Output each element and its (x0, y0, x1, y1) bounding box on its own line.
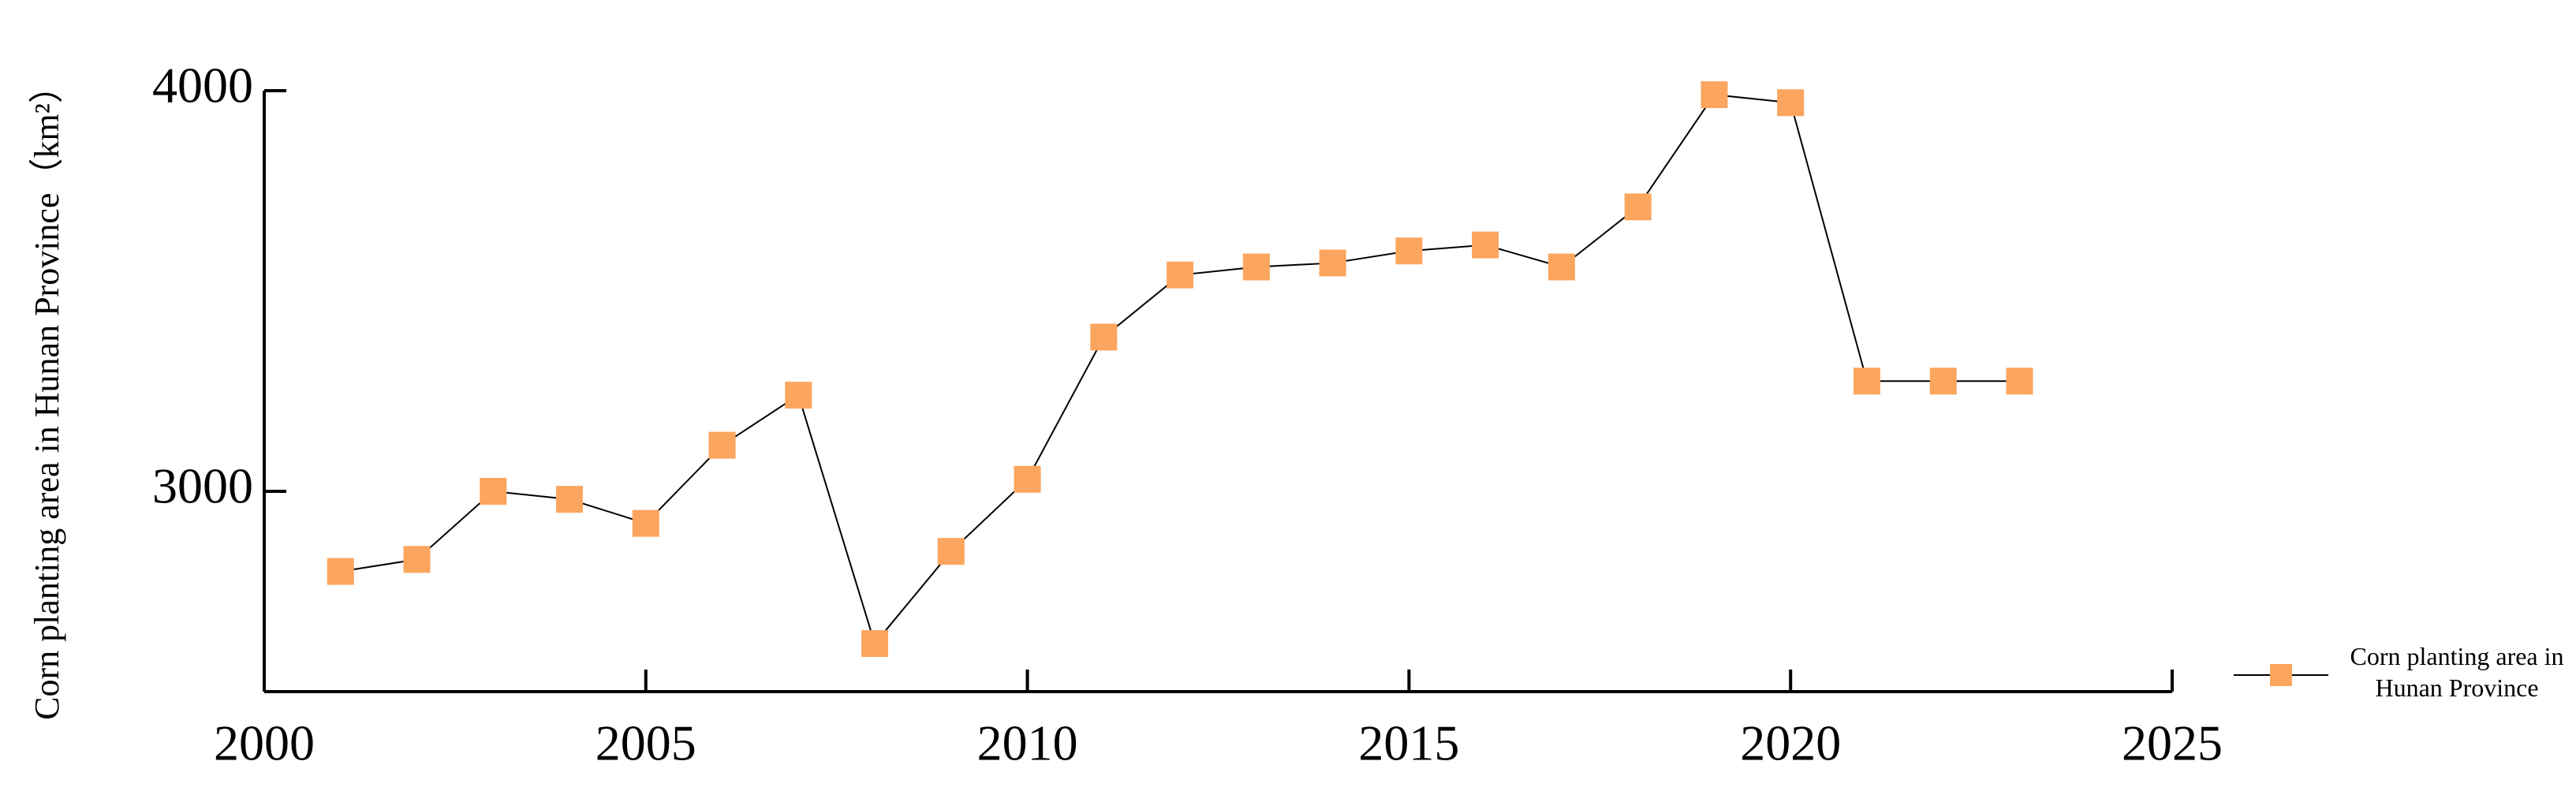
legend-marker (2270, 664, 2292, 686)
marker (1547, 253, 1575, 281)
marker (403, 546, 431, 573)
y-axis-label: Corn planting area in Hunan Province（km²… (28, 69, 66, 720)
marker (1167, 261, 1194, 289)
marker (632, 509, 659, 537)
x-tick-label: 2000 (214, 715, 315, 771)
marker (785, 382, 812, 409)
x-tick-label: 2010 (977, 715, 1078, 771)
marker (1395, 237, 1423, 265)
y-tick-label: 4000 (152, 58, 253, 114)
marker (1090, 323, 1118, 351)
marker (1853, 368, 1880, 395)
marker (1242, 253, 1270, 281)
marker (1624, 193, 1652, 221)
legend-label: Corn planting area in Hunan Province (2350, 642, 2564, 702)
marker (708, 431, 736, 459)
x-tick-label: 2025 (2122, 715, 2223, 771)
marker (480, 478, 507, 505)
marker (1777, 89, 1805, 117)
marker (327, 558, 354, 585)
marker (1701, 81, 1728, 109)
marker (1472, 231, 1499, 259)
marker (1319, 249, 1346, 277)
x-tick-label: 2005 (595, 715, 696, 771)
marker (937, 538, 965, 565)
x-tick-label: 2015 (1358, 715, 1459, 771)
y-tick-label: 3000 (152, 458, 253, 514)
x-tick-label: 2020 (1740, 715, 1841, 771)
series-line (340, 94, 2020, 646)
marker (2006, 368, 2033, 395)
marker (556, 486, 584, 513)
marker (1014, 465, 1041, 493)
marker (861, 630, 889, 658)
marker (1929, 368, 1957, 395)
